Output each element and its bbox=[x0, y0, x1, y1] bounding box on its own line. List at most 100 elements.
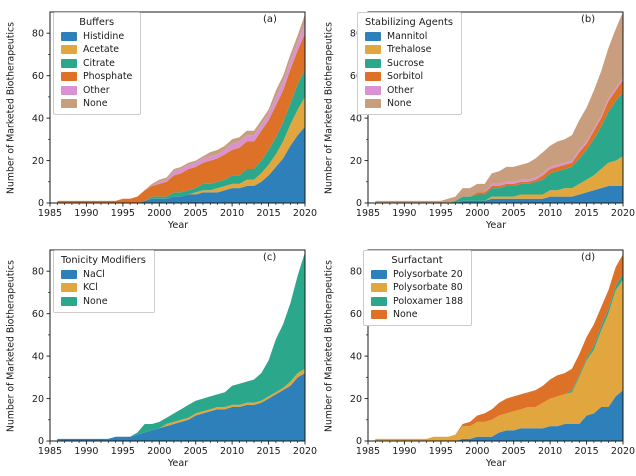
x-tick-label: 2000 bbox=[465, 208, 489, 219]
y-tick-label: 0 bbox=[356, 436, 362, 447]
x-tick-label: 2005 bbox=[184, 446, 208, 457]
legend-swatch bbox=[365, 99, 381, 108]
area-kcl bbox=[57, 368, 305, 439]
area-polysorbate-80 bbox=[375, 279, 623, 441]
area-mannitol bbox=[375, 186, 623, 203]
x-tick-label: 1990 bbox=[392, 446, 416, 457]
legend-label: Phosphate bbox=[83, 71, 133, 82]
legend-stabilizing-agents: Stabilizing Agents Mannitol Trehalose Su… bbox=[357, 12, 462, 115]
legend-label: None bbox=[387, 98, 412, 109]
area-sucrose bbox=[375, 92, 623, 203]
legend-item: Poloxamer 188 bbox=[371, 296, 463, 307]
legend-title: Surfactant bbox=[391, 255, 443, 266]
legend-swatch bbox=[61, 72, 77, 81]
legend-item: Sucrose bbox=[365, 58, 453, 69]
legend-swatch bbox=[61, 296, 77, 306]
x-tick-label: 1985 bbox=[38, 208, 62, 219]
y-tick-label: 40 bbox=[350, 113, 362, 124]
legend-swatch bbox=[371, 310, 387, 319]
legend-label: Trehalose bbox=[387, 44, 432, 55]
legend-swatch bbox=[371, 269, 387, 279]
y-tick-label: 0 bbox=[38, 436, 44, 447]
legend-label: Sorbitol bbox=[387, 71, 424, 82]
panel-d-xlabel: Year bbox=[485, 458, 507, 469]
y-tick-label: 20 bbox=[350, 394, 362, 405]
legend-swatch bbox=[365, 31, 381, 41]
legend-swatch bbox=[61, 31, 77, 41]
y-tick-label: 60 bbox=[32, 71, 44, 82]
y-tick-label: 80 bbox=[32, 266, 44, 277]
legend-item: Phosphate bbox=[61, 71, 132, 82]
legend-label: NaCl bbox=[83, 268, 105, 280]
legend-item: NaCl bbox=[61, 269, 146, 280]
area-none bbox=[375, 12, 623, 203]
legend-item: Sorbitol bbox=[365, 71, 453, 82]
legend-item: None bbox=[365, 98, 453, 109]
x-tick-label: 2020 bbox=[293, 446, 317, 457]
legend-label: Other bbox=[83, 84, 110, 96]
x-tick-label: 2015 bbox=[257, 446, 281, 457]
y-tick-label: 0 bbox=[38, 198, 44, 209]
legend-label: Citrate bbox=[83, 57, 115, 69]
legend-label: Other bbox=[387, 84, 414, 96]
legend-swatch bbox=[61, 283, 77, 292]
area-none bbox=[57, 252, 305, 439]
x-tick-label: 2000 bbox=[465, 446, 489, 457]
panel-b: 1985 1990 1995 2000 2005 2010 2015 2020 0 20 40 60 8… bbox=[318, 0, 636, 238]
panel-d: 1985 1990 1995 2000 2005 2010 2015 2020 0 20 40 60 8… bbox=[318, 238, 636, 476]
panel-b-letter: (b) bbox=[581, 14, 596, 25]
legend-label: Sucrose bbox=[387, 57, 425, 69]
legend-label: None bbox=[83, 98, 108, 109]
legend-item: Polysorbate 20 bbox=[371, 269, 463, 280]
y-tick-label: 80 bbox=[350, 266, 362, 277]
x-tick-label: 1990 bbox=[74, 208, 98, 219]
legend-surfactant: Surfactant Polysorbate 20 Polysorbate 80… bbox=[363, 250, 473, 326]
axes-frame bbox=[367, 249, 624, 442]
panel-a-plot: 1985 1990 1995 2000 2005 2010 2015 2020 0 20 40 60 8… bbox=[32, 11, 317, 219]
y-tick-label: 60 bbox=[350, 71, 362, 82]
legend-title: Stabilizing Agents bbox=[365, 17, 453, 28]
panel-c-xlabel: Year bbox=[167, 458, 189, 469]
x-tick-label: 2000 bbox=[147, 208, 171, 219]
x-tick-label: 1995 bbox=[429, 446, 453, 457]
legend-swatch bbox=[365, 58, 381, 68]
legend-tonicity-modifiers: Tonicity Modifiers NaCl KCl None bbox=[53, 250, 155, 313]
legend-label: Polysorbate 20 bbox=[393, 268, 463, 280]
x-tick-label: 1985 bbox=[38, 446, 62, 457]
legend-swatch bbox=[61, 58, 77, 68]
legend-swatch bbox=[371, 283, 387, 292]
area-none bbox=[375, 254, 623, 439]
area-trehalose bbox=[375, 156, 623, 203]
legend-label: Mannitol bbox=[387, 30, 428, 42]
panel-a-xlabel: Year bbox=[167, 220, 189, 231]
legend-item: None bbox=[371, 309, 463, 320]
panel-c-plot: 1985 1990 1995 2000 2005 2010 2015 2020 0 20 40 60 8… bbox=[32, 249, 317, 457]
legend-title: Tonicity Modifiers bbox=[61, 255, 146, 266]
area-nacl bbox=[57, 373, 305, 441]
y-tick-label: 20 bbox=[32, 156, 44, 167]
x-tick-label: 1985 bbox=[356, 446, 380, 457]
panel-d-letter: (d) bbox=[581, 252, 596, 263]
legend-label: Poloxamer 188 bbox=[393, 295, 464, 307]
legend-item: Other bbox=[365, 85, 453, 96]
x-tick-label: 2015 bbox=[575, 446, 599, 457]
x-tick-label: 1995 bbox=[111, 446, 135, 457]
x-tick-label: 2000 bbox=[147, 446, 171, 457]
axes-frame bbox=[49, 11, 306, 204]
x-tick-label: 2005 bbox=[502, 446, 526, 457]
y-tick-label: 80 bbox=[350, 28, 362, 39]
x-tick-label: 1995 bbox=[429, 208, 453, 219]
legend-label: KCl bbox=[83, 282, 98, 293]
area-histidine bbox=[57, 126, 305, 203]
y-tick-label: 60 bbox=[350, 309, 362, 320]
legend-item: None bbox=[61, 98, 132, 109]
panel-b-ylabel: Number of Marketed Biotherapeutics bbox=[323, 22, 335, 194]
x-tick-label: 2010 bbox=[538, 208, 562, 219]
panel-b-plot: 1985 1990 1995 2000 2005 2010 2015 2020 0 20 40 60 8… bbox=[350, 11, 635, 219]
legend-item: Other bbox=[61, 85, 132, 96]
y-tick-label: 40 bbox=[32, 351, 44, 362]
panel-a: 1985 1990 1995 2000 2005 2010 2015 2020 0 20 40 60 8… bbox=[0, 0, 318, 238]
x-tick-label: 2005 bbox=[502, 208, 526, 219]
y-tick-label: 20 bbox=[32, 394, 44, 405]
